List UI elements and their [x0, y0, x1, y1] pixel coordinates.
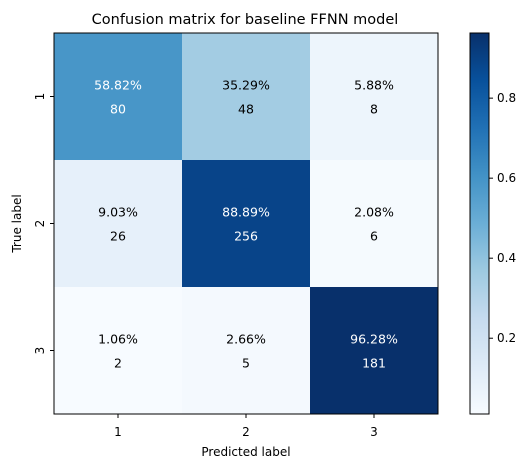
cell-percent-3-1: 1.06%	[98, 332, 138, 347]
cell-count-2-1: 26	[110, 229, 126, 244]
cell-percent-3-3: 96.28%	[350, 332, 398, 347]
heatmap-cell-1-3	[310, 33, 439, 161]
heatmap-cell-3-1	[54, 287, 183, 415]
y-tick-label: 1	[33, 93, 47, 101]
cell-percent-1-1: 58.82%	[94, 78, 142, 93]
cell-count-3-3: 181	[362, 356, 386, 371]
heatmap-cells	[54, 33, 439, 415]
cell-percent-2-2: 88.89%	[222, 205, 270, 220]
heatmap-cell-2-3	[310, 160, 439, 288]
y-axis-ticks: 1 2 3	[33, 93, 54, 355]
colorbar-ticks: 0.2 0.4 0.6 0.8	[489, 91, 516, 345]
colorbar-tick-label: 0.8	[497, 91, 516, 105]
colorbar-tick-label: 0.6	[497, 171, 516, 185]
chart-title: Confusion matrix for baseline FFNN model	[92, 12, 399, 28]
y-axis-label: True label	[10, 194, 24, 253]
cell-percent-2-1: 9.03%	[98, 205, 138, 220]
x-tick-label: 2	[242, 425, 250, 439]
heatmap-cell-3-2	[182, 287, 311, 415]
heatmap-cell-labels: 58.82%8035.29%485.88%89.03%2688.89%2562.…	[94, 78, 398, 371]
heatmap-cell-1-2	[182, 33, 311, 161]
colorbar	[469, 32, 490, 415]
cell-count-3-1: 2	[114, 356, 122, 371]
colorbar-tick-label: 0.4	[497, 251, 516, 265]
x-tick-label: 1	[114, 425, 122, 439]
heatmap-cell-1-1	[54, 33, 183, 161]
y-tick-label: 2	[33, 220, 47, 228]
cell-count-2-2: 256	[234, 229, 258, 244]
x-axis-label: Predicted label	[201, 445, 290, 459]
cell-percent-1-2: 35.29%	[222, 78, 270, 93]
cell-percent-2-3: 2.08%	[354, 205, 394, 220]
heatmap-cell-2-2	[182, 160, 311, 288]
heatmap-cell-2-1	[54, 160, 183, 288]
cell-count-1-1: 80	[110, 102, 126, 117]
x-axis-ticks: 1 2 3	[114, 414, 378, 439]
cell-percent-1-3: 5.88%	[354, 78, 394, 93]
cell-percent-3-2: 2.66%	[226, 332, 266, 347]
cell-count-1-3: 8	[370, 102, 378, 117]
cell-count-3-2: 5	[242, 356, 250, 371]
colorbar-tick-label: 0.2	[497, 331, 516, 345]
cell-count-2-3: 6	[370, 229, 378, 244]
heatmap-cell-3-3	[310, 287, 439, 415]
y-tick-label: 3	[33, 347, 47, 355]
cell-count-1-2: 48	[238, 102, 254, 117]
x-tick-label: 3	[370, 425, 378, 439]
